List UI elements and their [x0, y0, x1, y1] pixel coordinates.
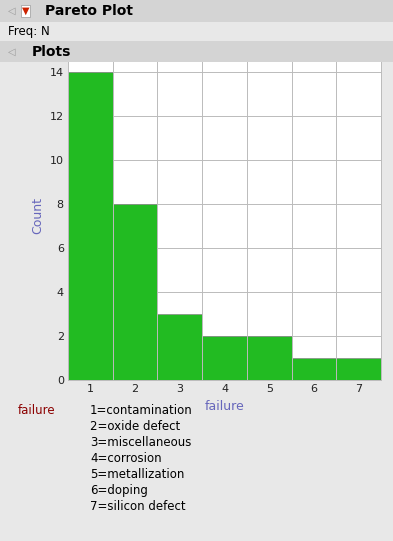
- Text: ◁: ◁: [8, 47, 15, 56]
- Text: ▼: ▼: [22, 6, 29, 16]
- Text: Pareto Plot: Pareto Plot: [45, 4, 133, 18]
- Text: 2=oxide defect: 2=oxide defect: [90, 420, 180, 433]
- X-axis label: failure: failure: [205, 400, 244, 413]
- Y-axis label: Count: Count: [31, 196, 44, 234]
- Text: failure: failure: [18, 404, 56, 417]
- Text: 5=metallization: 5=metallization: [90, 468, 184, 481]
- Text: 4=corrosion: 4=corrosion: [90, 452, 162, 465]
- Text: 6=doping: 6=doping: [90, 484, 148, 497]
- Bar: [202, 336, 247, 380]
- Bar: [113, 204, 158, 380]
- Text: 7=silicon defect: 7=silicon defect: [90, 500, 185, 513]
- Bar: [292, 358, 336, 380]
- Bar: [158, 314, 202, 380]
- Bar: [336, 358, 381, 380]
- Text: 1=contamination: 1=contamination: [90, 404, 193, 417]
- Text: Plots: Plots: [31, 44, 71, 58]
- Text: 3=miscellaneous: 3=miscellaneous: [90, 436, 191, 449]
- Bar: [68, 72, 113, 380]
- Text: ◁: ◁: [8, 6, 15, 16]
- Bar: [247, 336, 292, 380]
- Text: Freq: N: Freq: N: [8, 25, 50, 38]
